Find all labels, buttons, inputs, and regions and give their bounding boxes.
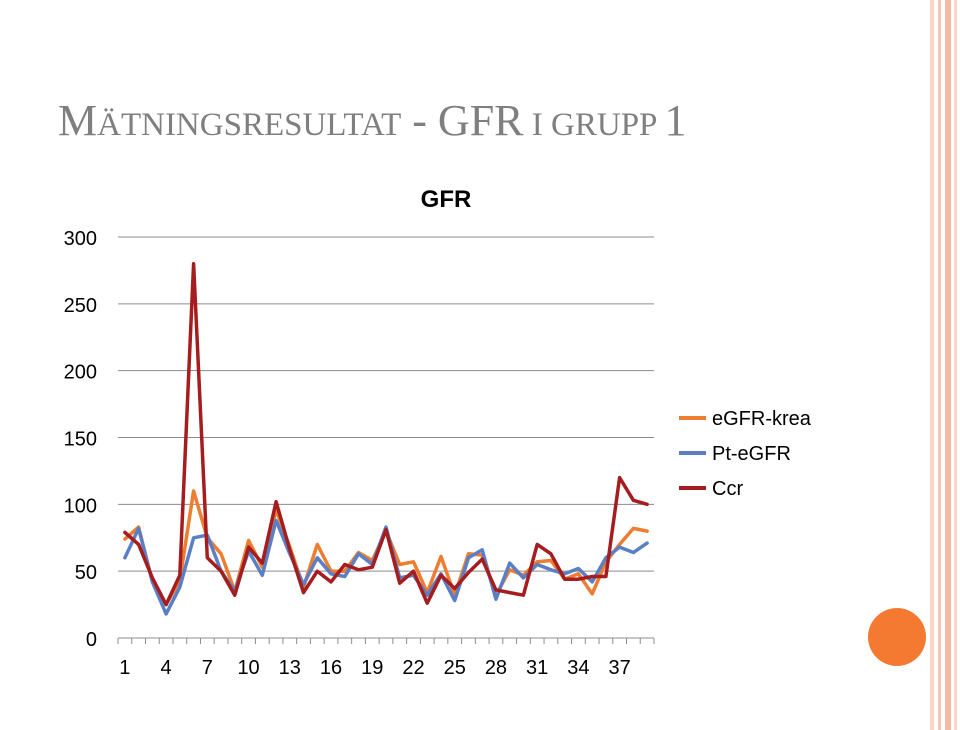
legend-label: eGFR-krea <box>712 408 812 430</box>
accent-circle <box>868 608 926 666</box>
title-part: 1 <box>664 96 687 145</box>
legend-label: Pt-eGFR <box>712 443 791 465</box>
y-tick-label: 200 <box>64 362 97 384</box>
title-part: M <box>58 96 98 145</box>
title-part: I GRUPP <box>523 107 665 143</box>
y-tick-label: 50 <box>75 562 97 584</box>
x-tick-label: 22 <box>402 657 424 679</box>
x-tick-label: 7 <box>202 657 213 679</box>
x-tick-label: 13 <box>279 657 301 679</box>
edge-stripe-3 <box>945 0 951 730</box>
title-part: - GFR <box>401 96 524 145</box>
x-axis-ticks: 1 4 7 10 13 16 19 22 25 28 31 34 37 <box>119 657 630 679</box>
x-tick-label: 4 <box>161 657 172 679</box>
y-tick-label: 250 <box>64 295 97 317</box>
slide-title: MÄTNINGSRESULTAT - GFR I GRUPP 1 <box>58 96 686 150</box>
legend: eGFR-krea Pt-eGFR Ccr <box>679 408 812 500</box>
x-tick-label: 1 <box>119 657 130 679</box>
series-lines <box>123 261 649 616</box>
x-tick-label: 10 <box>237 657 259 679</box>
y-tick-label: 0 <box>86 629 97 651</box>
edge-stripe-4 <box>954 0 957 730</box>
legend-label: Ccr <box>712 478 743 500</box>
x-tick-label: 25 <box>444 657 466 679</box>
chart-title: GFR <box>421 186 472 213</box>
title-part: ÄTNINGSRESULTAT <box>97 107 402 143</box>
x-tick-label: 37 <box>609 657 631 679</box>
edge-stripe-2 <box>938 0 941 730</box>
x-tick-label: 16 <box>320 657 342 679</box>
y-tick-label: 150 <box>64 429 97 451</box>
y-tick-label: 300 <box>64 228 97 250</box>
x-tick-label: 34 <box>567 657 589 679</box>
series-line-egfr-krea <box>123 489 649 607</box>
y-tick-label: 100 <box>64 495 97 517</box>
x-tick-label: 19 <box>361 657 383 679</box>
series-line-ccr <box>123 261 649 607</box>
x-tick-label: 31 <box>526 657 548 679</box>
grid-lines <box>117 236 655 644</box>
x-tick-label: 28 <box>485 657 507 679</box>
edge-stripe-1 <box>930 0 934 730</box>
y-axis-ticks: 0 50 100 150 200 250 300 <box>64 228 97 651</box>
